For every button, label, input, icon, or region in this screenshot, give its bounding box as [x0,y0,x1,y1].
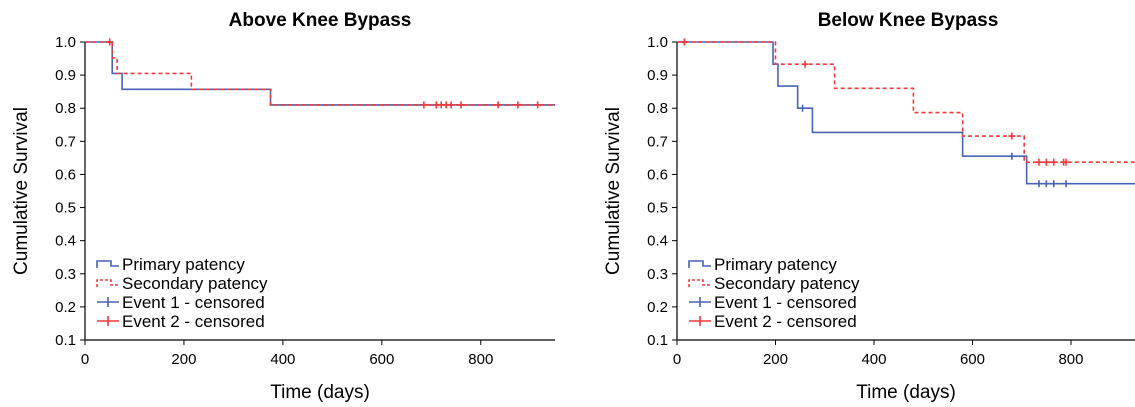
legend-item: Event 1 - censored [97,293,265,312]
legend-item: Event 2 - censored [689,312,857,331]
censor-mark-event-2 [534,101,542,109]
y-tick-label: 0.8 [55,100,76,117]
chart-panel-1: Above Knee Bypass 0.1 0.2 0.3 0.4 0.5 0.6 0.7 0.… [11,10,555,403]
x-tick-label: 200 [763,351,788,368]
censor-mark-event-1 [1042,180,1050,188]
chart-panel-2: Below Knee Bypass 0.1 0.2 0.3 0.4 0.5 0.6 0.7 0.… [603,10,1135,403]
x-tick-label: 400 [861,351,886,368]
y-tick-label: 0.3 [55,266,76,283]
legend-item: Event 1 - censored [689,293,857,312]
x-tick-label: 400 [270,351,295,368]
y-tick-label: 0.4 [55,233,76,250]
x-tick-label: 800 [468,351,493,368]
y-tick-label: 0.2 [55,299,76,316]
censor-mark-event-1 [1050,180,1058,188]
legend-label: Primary patency [714,255,837,274]
legend-item: Primary patency [96,255,245,274]
x-axis-label: Time (days) [856,382,956,402]
y-axis-label: Cumulative Survival [11,107,32,275]
legend-label: Event 1 - censored [122,293,265,312]
x-tick-label: 800 [1058,351,1083,368]
censor-mark-event-1 [1008,152,1016,160]
censor-mark-event-2 [1042,158,1050,166]
censor-mark-event-2 [494,101,502,109]
censor-mark-event-2 [680,38,688,46]
legend-secondary-icon [96,279,119,287]
legend-item: Primary patency [688,255,837,274]
y-tick-label: 0.9 [55,67,76,84]
y-tick-label: 0.4 [647,233,668,250]
chart-title: Below Knee Bypass [818,10,999,31]
chart-title: Above Knee Bypass [229,10,412,31]
censor-mark-event-1 [1062,180,1070,188]
y-axis-label: Cumulative Survival [603,107,624,275]
legend-label: Primary patency [122,255,245,274]
legend-label: Secondary patency [714,274,860,293]
legend-secondary-icon [688,279,711,287]
series-line-secondary [85,41,555,106]
x-axis-label: Time (days) [270,382,370,402]
censor-mark-event-1 [1035,180,1043,188]
y-tick-label: 0.2 [647,299,668,316]
legend-label: Event 1 - censored [714,293,857,312]
y-tick-label: 0.1 [55,332,76,349]
y-tick-label: 0.5 [647,200,668,217]
censor-mark-event-1 [799,104,807,112]
censor-mark-event-2 [447,101,455,109]
y-tick-label: 1.0 [647,34,668,51]
x-tick-label: 0 [81,351,89,368]
censor-mark-event-2 [514,101,522,109]
censor-mark-event-2 [1062,158,1070,166]
censor-mark-event-2 [457,101,465,109]
legend-primary-icon [96,260,119,268]
y-tick-label: 1.0 [55,34,76,51]
y-tick-label: 0.7 [647,133,668,150]
y-tick-label: 0.6 [647,166,668,183]
legend-item: Secondary patency [96,274,268,293]
y-tick-label: 0.6 [55,166,76,183]
censor-mark-event-2 [420,101,428,109]
censor-mark-event-2 [1050,158,1058,166]
x-tick-label: 0 [673,351,681,368]
y-tick-label: 0.9 [647,67,668,84]
censor-mark-event-2 [1035,158,1043,166]
legend-item: Event 2 - censored [97,312,265,331]
legend-primary-icon [688,260,711,268]
y-tick-label: 0.5 [55,200,76,217]
y-tick-label: 0.7 [55,133,76,150]
x-tick-label: 600 [960,351,985,368]
y-tick-label: 0.3 [647,266,668,283]
legend-label: Event 2 - censored [714,312,857,331]
censor-mark-event-2 [1008,132,1016,140]
x-tick-label: 600 [369,351,394,368]
y-tick-label: 0.8 [647,100,668,117]
series-line-secondary [677,41,1135,163]
legend-item: Secondary patency [688,274,860,293]
censor-mark-event-2 [106,38,114,46]
censor-mark-event-2 [801,60,809,68]
y-tick-label: 0.1 [647,332,668,349]
x-tick-label: 200 [171,351,196,368]
legend-label: Secondary patency [122,274,268,293]
legend-label: Event 2 - censored [122,312,265,331]
